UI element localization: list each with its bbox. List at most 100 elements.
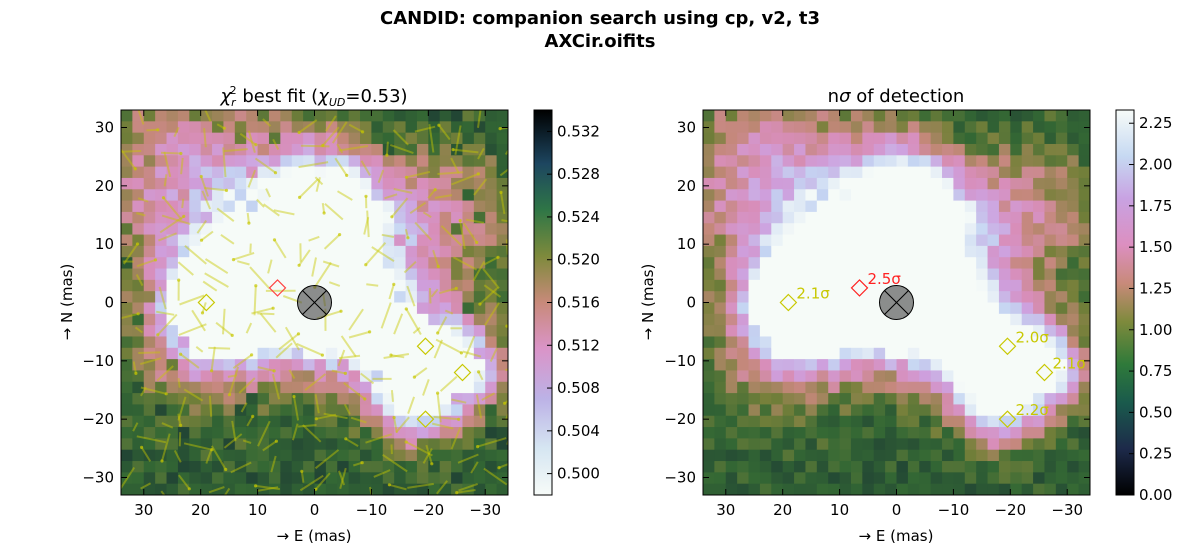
heatmap-cell <box>953 121 966 134</box>
heatmap-cell <box>394 302 407 315</box>
heatmap-cell <box>873 472 886 485</box>
heatmap-cell <box>234 121 247 134</box>
heatmap-cell <box>907 268 920 281</box>
heatmap-cell <box>325 268 338 281</box>
heatmap-cell <box>496 155 508 168</box>
heatmap-cell <box>177 313 190 326</box>
heatmap-cell <box>805 132 818 145</box>
heatmap-cell <box>496 132 508 145</box>
heatmap-cell <box>177 359 190 372</box>
heatmap-cell <box>394 393 407 406</box>
heatmap-cell <box>862 143 875 156</box>
heatmap-cell <box>291 415 304 428</box>
fit-track <box>405 441 433 457</box>
heatmap-cell <box>212 415 225 428</box>
heatmap-cell <box>166 132 179 145</box>
heatmap-cell <box>132 472 145 485</box>
fit-track <box>343 382 366 400</box>
heatmap-cell <box>885 438 898 451</box>
heatmap-cell <box>371 166 384 179</box>
heatmap-cell <box>132 200 145 213</box>
heatmap-cell <box>496 347 508 360</box>
heatmap-cell <box>451 393 464 406</box>
heatmap-cell <box>485 325 498 338</box>
heatmap-cell <box>360 200 373 213</box>
heatmap-cell <box>348 279 361 292</box>
heatmap-cell <box>896 336 909 349</box>
heatmap-cell <box>896 313 909 326</box>
heatmap-cell <box>759 325 772 338</box>
heatmap-cell <box>930 155 943 168</box>
heatmap-cell <box>314 132 327 145</box>
heatmap-cell <box>907 472 920 485</box>
heatmap-cell <box>348 245 361 258</box>
heatmap-cell <box>748 245 761 258</box>
heatmap-cell <box>964 155 977 168</box>
heatmap-cell <box>987 110 1000 122</box>
heatmap-cell <box>725 415 738 428</box>
heatmap-cell <box>246 110 259 122</box>
heatmap-cell <box>987 291 1000 304</box>
fit-track <box>431 422 454 430</box>
heatmap-cell <box>462 268 475 281</box>
heatmap-cell <box>919 211 932 224</box>
fit-track <box>348 308 364 331</box>
heatmap-cell <box>485 189 498 202</box>
fit-track <box>251 307 274 315</box>
heatmap-cell <box>873 347 886 360</box>
heatmap-cell <box>794 211 807 224</box>
heatmap-cell <box>155 223 168 236</box>
heatmap-cell <box>885 381 898 394</box>
heatmap-cell <box>703 461 715 473</box>
heatmap-cell <box>177 189 190 202</box>
heatmap-cell <box>907 449 920 462</box>
heatmap-cell <box>737 245 750 258</box>
heatmap-cell <box>953 449 966 462</box>
heatmap-cell <box>360 234 373 247</box>
heatmap-cell <box>177 449 190 462</box>
heatmap-cell <box>234 132 247 145</box>
heatmap-cell <box>121 155 133 168</box>
heatmap-cell <box>919 234 932 247</box>
fit-track <box>440 225 463 247</box>
heatmap-cell <box>348 143 361 156</box>
heatmap-cell <box>1021 461 1034 473</box>
heatmap-cell <box>155 381 168 394</box>
heatmap-cell <box>987 155 1000 168</box>
heatmap-cell <box>200 166 213 179</box>
fit-track <box>136 212 146 217</box>
heatmap-cell <box>987 483 1000 495</box>
heatmap-cell <box>987 189 1000 202</box>
heatmap-cell <box>1021 257 1034 270</box>
heatmap-cell <box>189 234 202 247</box>
fit-track <box>393 188 413 194</box>
heatmap-cell <box>303 449 316 462</box>
heatmap-cell <box>998 279 1011 292</box>
heatmap-cell <box>1044 381 1057 394</box>
heatmap-cell <box>371 132 384 145</box>
heatmap-cell <box>725 132 738 145</box>
heatmap-cell <box>907 155 920 168</box>
heatmap-cell <box>405 313 418 326</box>
heatmap-cell <box>360 268 373 281</box>
heatmap-cell <box>428 121 441 134</box>
heatmap-cell <box>1010 336 1023 349</box>
heatmap-cell <box>1055 483 1068 495</box>
heatmap-cell <box>998 483 1011 495</box>
heatmap-cell <box>998 155 1011 168</box>
heatmap-cell <box>1055 302 1068 315</box>
heatmap-cell <box>121 177 133 190</box>
colorbar-tick-label: 0.524 <box>557 208 600 226</box>
heatmap-cell <box>737 257 750 270</box>
heatmap-cell <box>485 313 498 326</box>
heatmap-cell <box>714 143 727 156</box>
fit-track <box>477 147 485 160</box>
heatmap-cell <box>714 404 727 417</box>
heatmap-cell <box>382 325 395 338</box>
heatmap-cell <box>473 223 486 236</box>
heatmap-cell <box>1044 393 1057 406</box>
heatmap-cell <box>759 415 772 428</box>
fit-track <box>180 353 200 369</box>
heatmap-cell <box>1078 336 1090 349</box>
heatmap-cell <box>314 268 327 281</box>
